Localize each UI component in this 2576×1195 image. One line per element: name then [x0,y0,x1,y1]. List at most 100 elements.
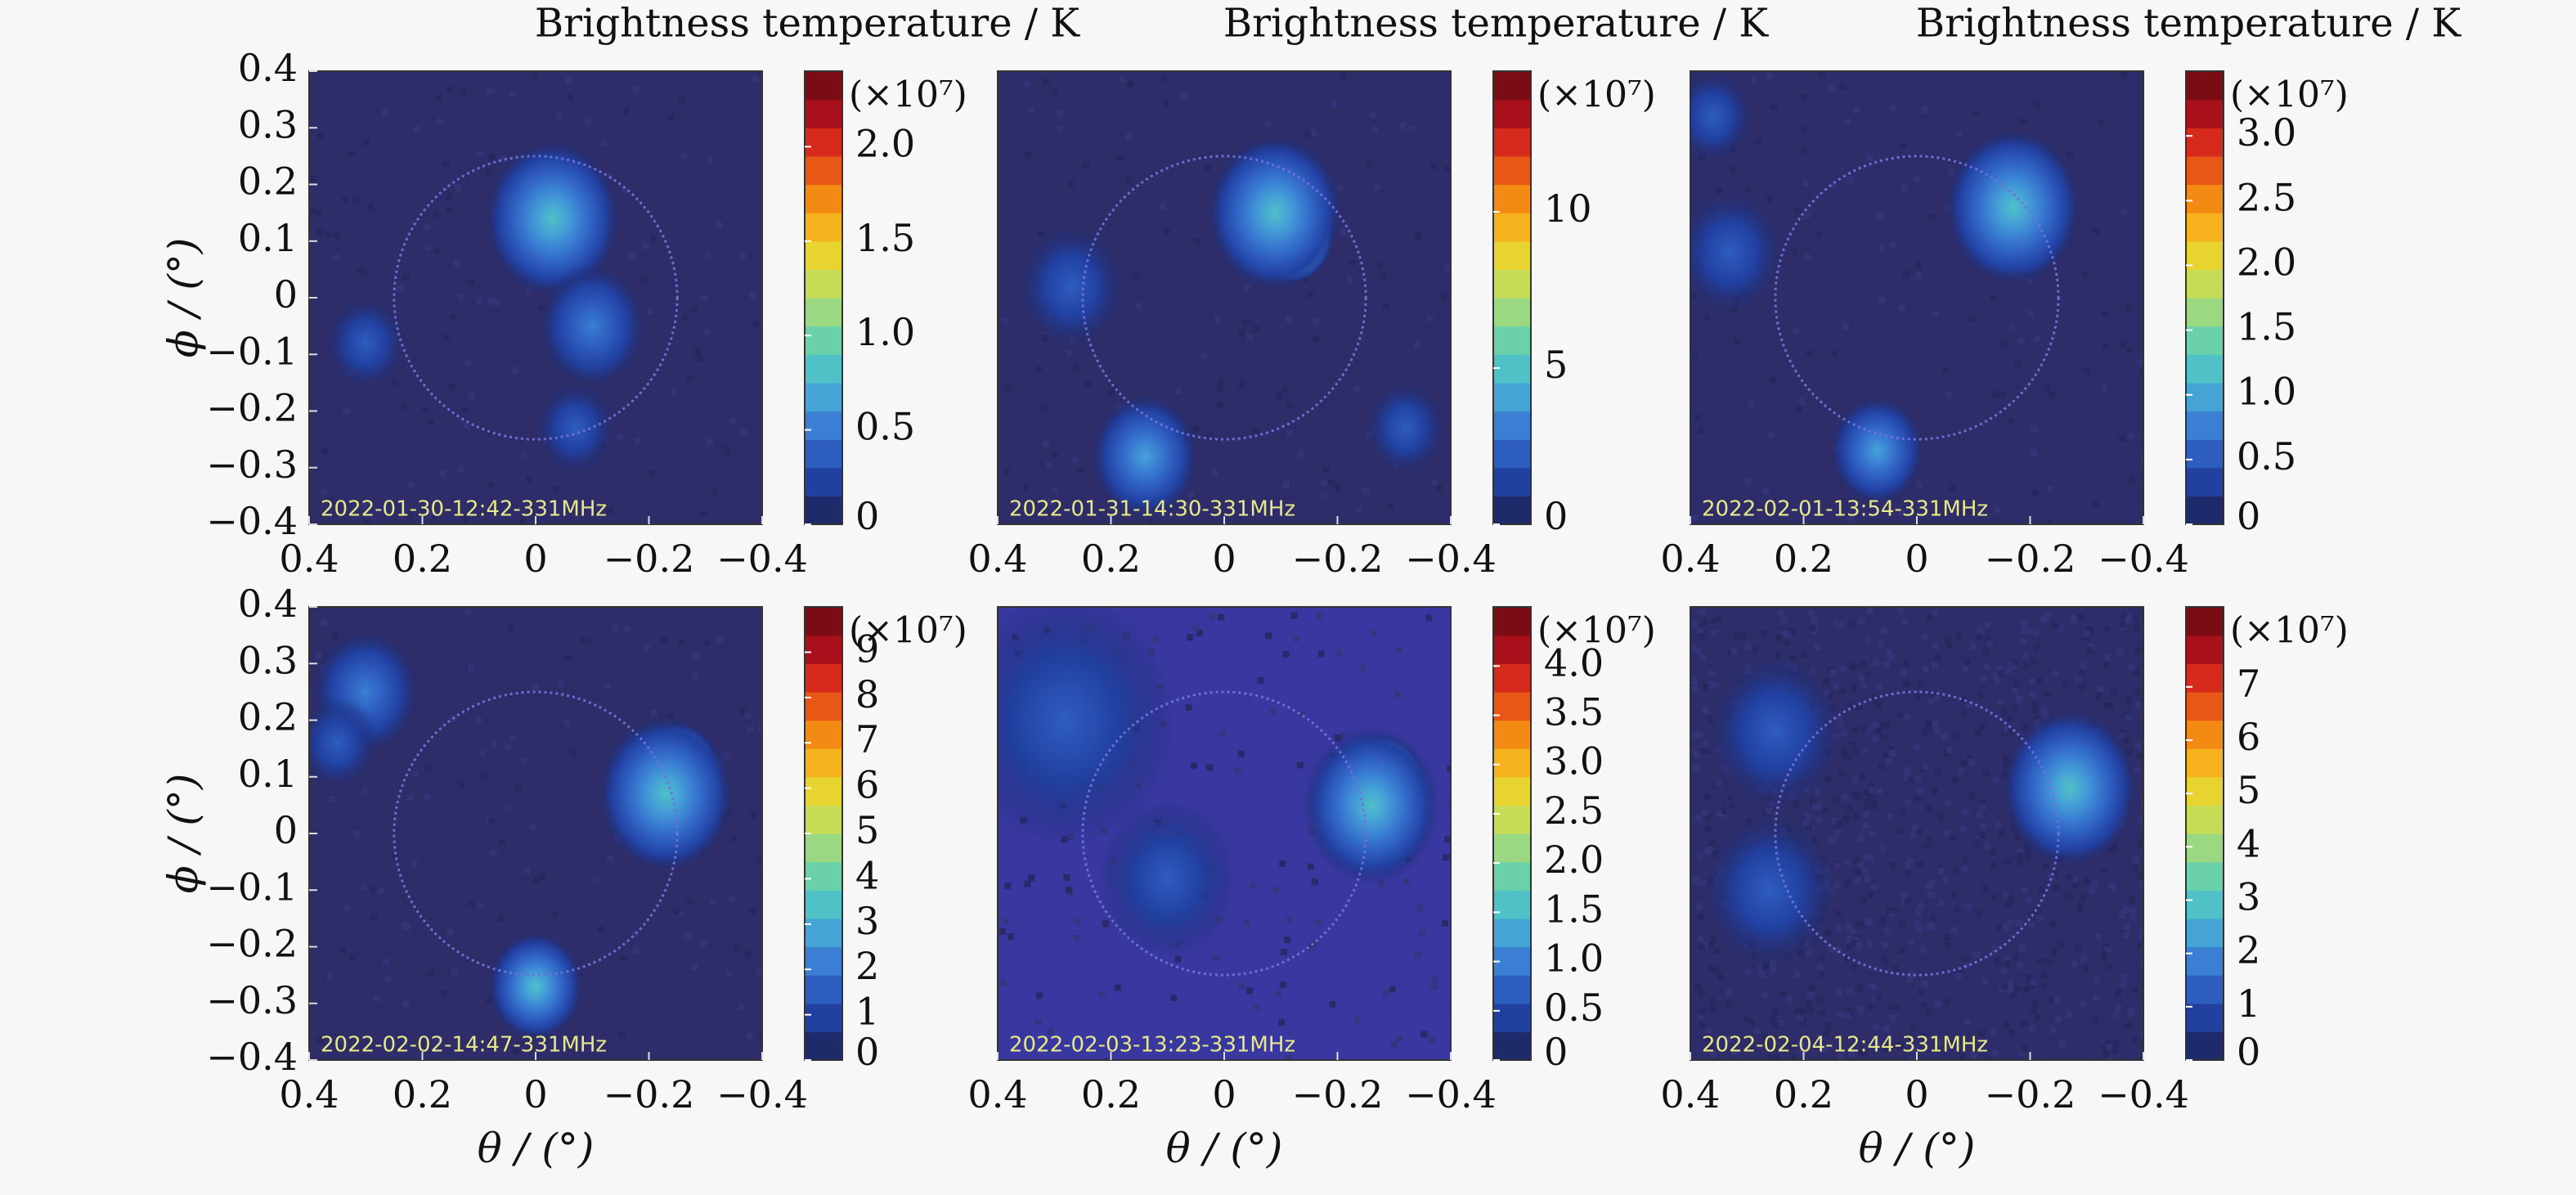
colorbar-segment [2186,298,2224,327]
colorbar-segment [2186,918,2224,948]
x-tick-label: 0 [1905,1072,1928,1116]
y-tick-label: 0.1 [238,752,298,796]
solar-disk-outline [393,690,679,977]
colorbar-segment [1493,748,1531,778]
radio-source [1707,653,1843,810]
y-tick-label: 0.3 [238,102,298,146]
colorbar-tick-label: 5 [2237,768,2260,812]
colorbar-frame [2185,70,2224,525]
colorbar-segment [2186,128,2224,157]
colorbar-multiplier: (×10⁷) [1537,610,1656,652]
x-tick-label: 0.2 [1081,537,1141,581]
colorbar-segment [1493,155,1531,186]
timestamp-label: 2022-02-02-14:47-331MHz [321,1033,607,1058]
colorbar-segment [1493,269,1531,299]
colorbar-segment [2186,439,2224,469]
y-tick-label: 0.1 [238,216,298,260]
x-tick-label: 0.4 [279,537,339,581]
y-tick-label: −0.2 [206,386,298,430]
solar-disk-outline [393,155,679,441]
colorbar-tick-label: 1.0 [2237,370,2296,414]
y-tick-label: −0.2 [206,922,298,966]
colorbar-segment [1493,635,1531,664]
y-tick-label: −0.4 [206,1035,298,1079]
colorbar-segment [2186,411,2224,440]
colorbar-segment [805,918,842,948]
y-tick-label: 0 [274,272,298,317]
colorbar-segment [2186,213,2224,242]
x-tick-label: 0 [1212,1072,1236,1116]
colorbar-segment [805,354,842,384]
panel-6: 2022-02-04-12:44-331MHz 0.4 0.2 0 −0.2 −0.4 θ … [1660,606,2349,1172]
colorbar-segment [805,411,842,440]
colorbar-tick-label: 3.0 [2237,110,2296,155]
radio-source [1364,380,1447,475]
colorbar-tick-label: 1.5 [2237,305,2296,349]
radio-source [1690,71,1754,164]
colorbar-tick-label: 0.5 [2237,434,2296,478]
colorbar-segment [805,861,842,891]
heatmap-area [309,607,762,1060]
colorbar-segment [805,326,842,355]
colorbar-segment [1493,861,1531,891]
colorbar-segment [2186,607,2224,636]
radio-source [998,607,1175,846]
solar-disk-outline [1081,155,1367,441]
colorbar-multiplier: (×10⁷) [849,610,967,652]
colorbar-segment [2186,71,2224,101]
colorbar-tick-label: 2.5 [1544,788,1604,833]
colorbar-multiplier: (×10⁷) [2230,74,2349,116]
colorbar-segment [1493,382,1531,412]
colorbar-segment [805,1031,842,1061]
x-tick-label: 0 [523,1072,547,1116]
colorbar-segment [1493,691,1531,721]
colorbar-tick-label: 5 [855,808,879,852]
x-tick-label: −0.2 [1292,1072,1384,1116]
colorbar: 0 0.5 1.0 1.5 2.0 2.5 3.0(×10⁷) [2185,70,2349,538]
colorbar-title: Brightness temperature / K [535,1,1080,47]
colorbar-tick-label: 6 [2237,715,2260,759]
radio-source [325,296,407,390]
colorbar-segment [2186,663,2224,693]
y-tick-label: 0.2 [238,695,298,739]
colorbar-segment [1493,918,1531,948]
colorbar-tick-label: 6 [855,763,879,807]
colorbar-frame [1492,606,1532,1061]
x-tick-label: −0.4 [1405,1072,1497,1116]
colorbar-tick-label: 0 [1544,1030,1568,1074]
colorbar-tick-label: 7 [2237,662,2260,706]
colorbar-segment [805,128,842,157]
radio-source [1829,396,1925,505]
y-tick-label: −0.1 [206,865,298,909]
colorbar-tick-label: 4 [855,853,879,897]
colorbar-segment [1493,71,1531,101]
x-tick-label: −0.4 [2098,537,2189,581]
timestamp-label: 2022-02-03-13:23-331MHz [1009,1033,1295,1058]
colorbar-segment [805,776,842,806]
colorbar-segment [805,1003,842,1032]
noise-texture [310,609,762,1060]
colorbar-tick-label: 0.5 [1544,986,1604,1030]
y-tick-label: −0.1 [206,329,298,373]
panel-5: 2022-02-03-13:23-331MHz 0.4 0.2 0 −0.2 −0.4 θ … [967,606,1656,1172]
x-tick-label: 0 [1212,537,1236,581]
x-tick-label: −0.2 [1985,1072,2076,1116]
colorbar-segment [1493,439,1531,469]
colorbar-segment [805,496,842,525]
colorbar: 00.5 1.0 1.5 2.0 2.53.0 3.5 4.0(×10⁷) [1492,606,1656,1074]
colorbar-segment [2186,184,2224,213]
colorbar-segment [1493,467,1531,496]
colorbar-tick-label: 3 [855,899,879,943]
x-tick-label: −0.2 [1985,537,2076,581]
colorbar-segment [805,298,842,327]
radio-source [1016,223,1126,349]
x-tick-label: 0 [523,537,547,581]
colorbar-title: Brightness temperature / K [1916,1,2462,47]
colorbar-tick-label: 3.5 [1544,690,1604,734]
colorbar-segment [2186,155,2224,186]
radio-source [1090,393,1200,519]
colorbar-segment [805,833,842,863]
colorbar-segment [1493,240,1531,270]
